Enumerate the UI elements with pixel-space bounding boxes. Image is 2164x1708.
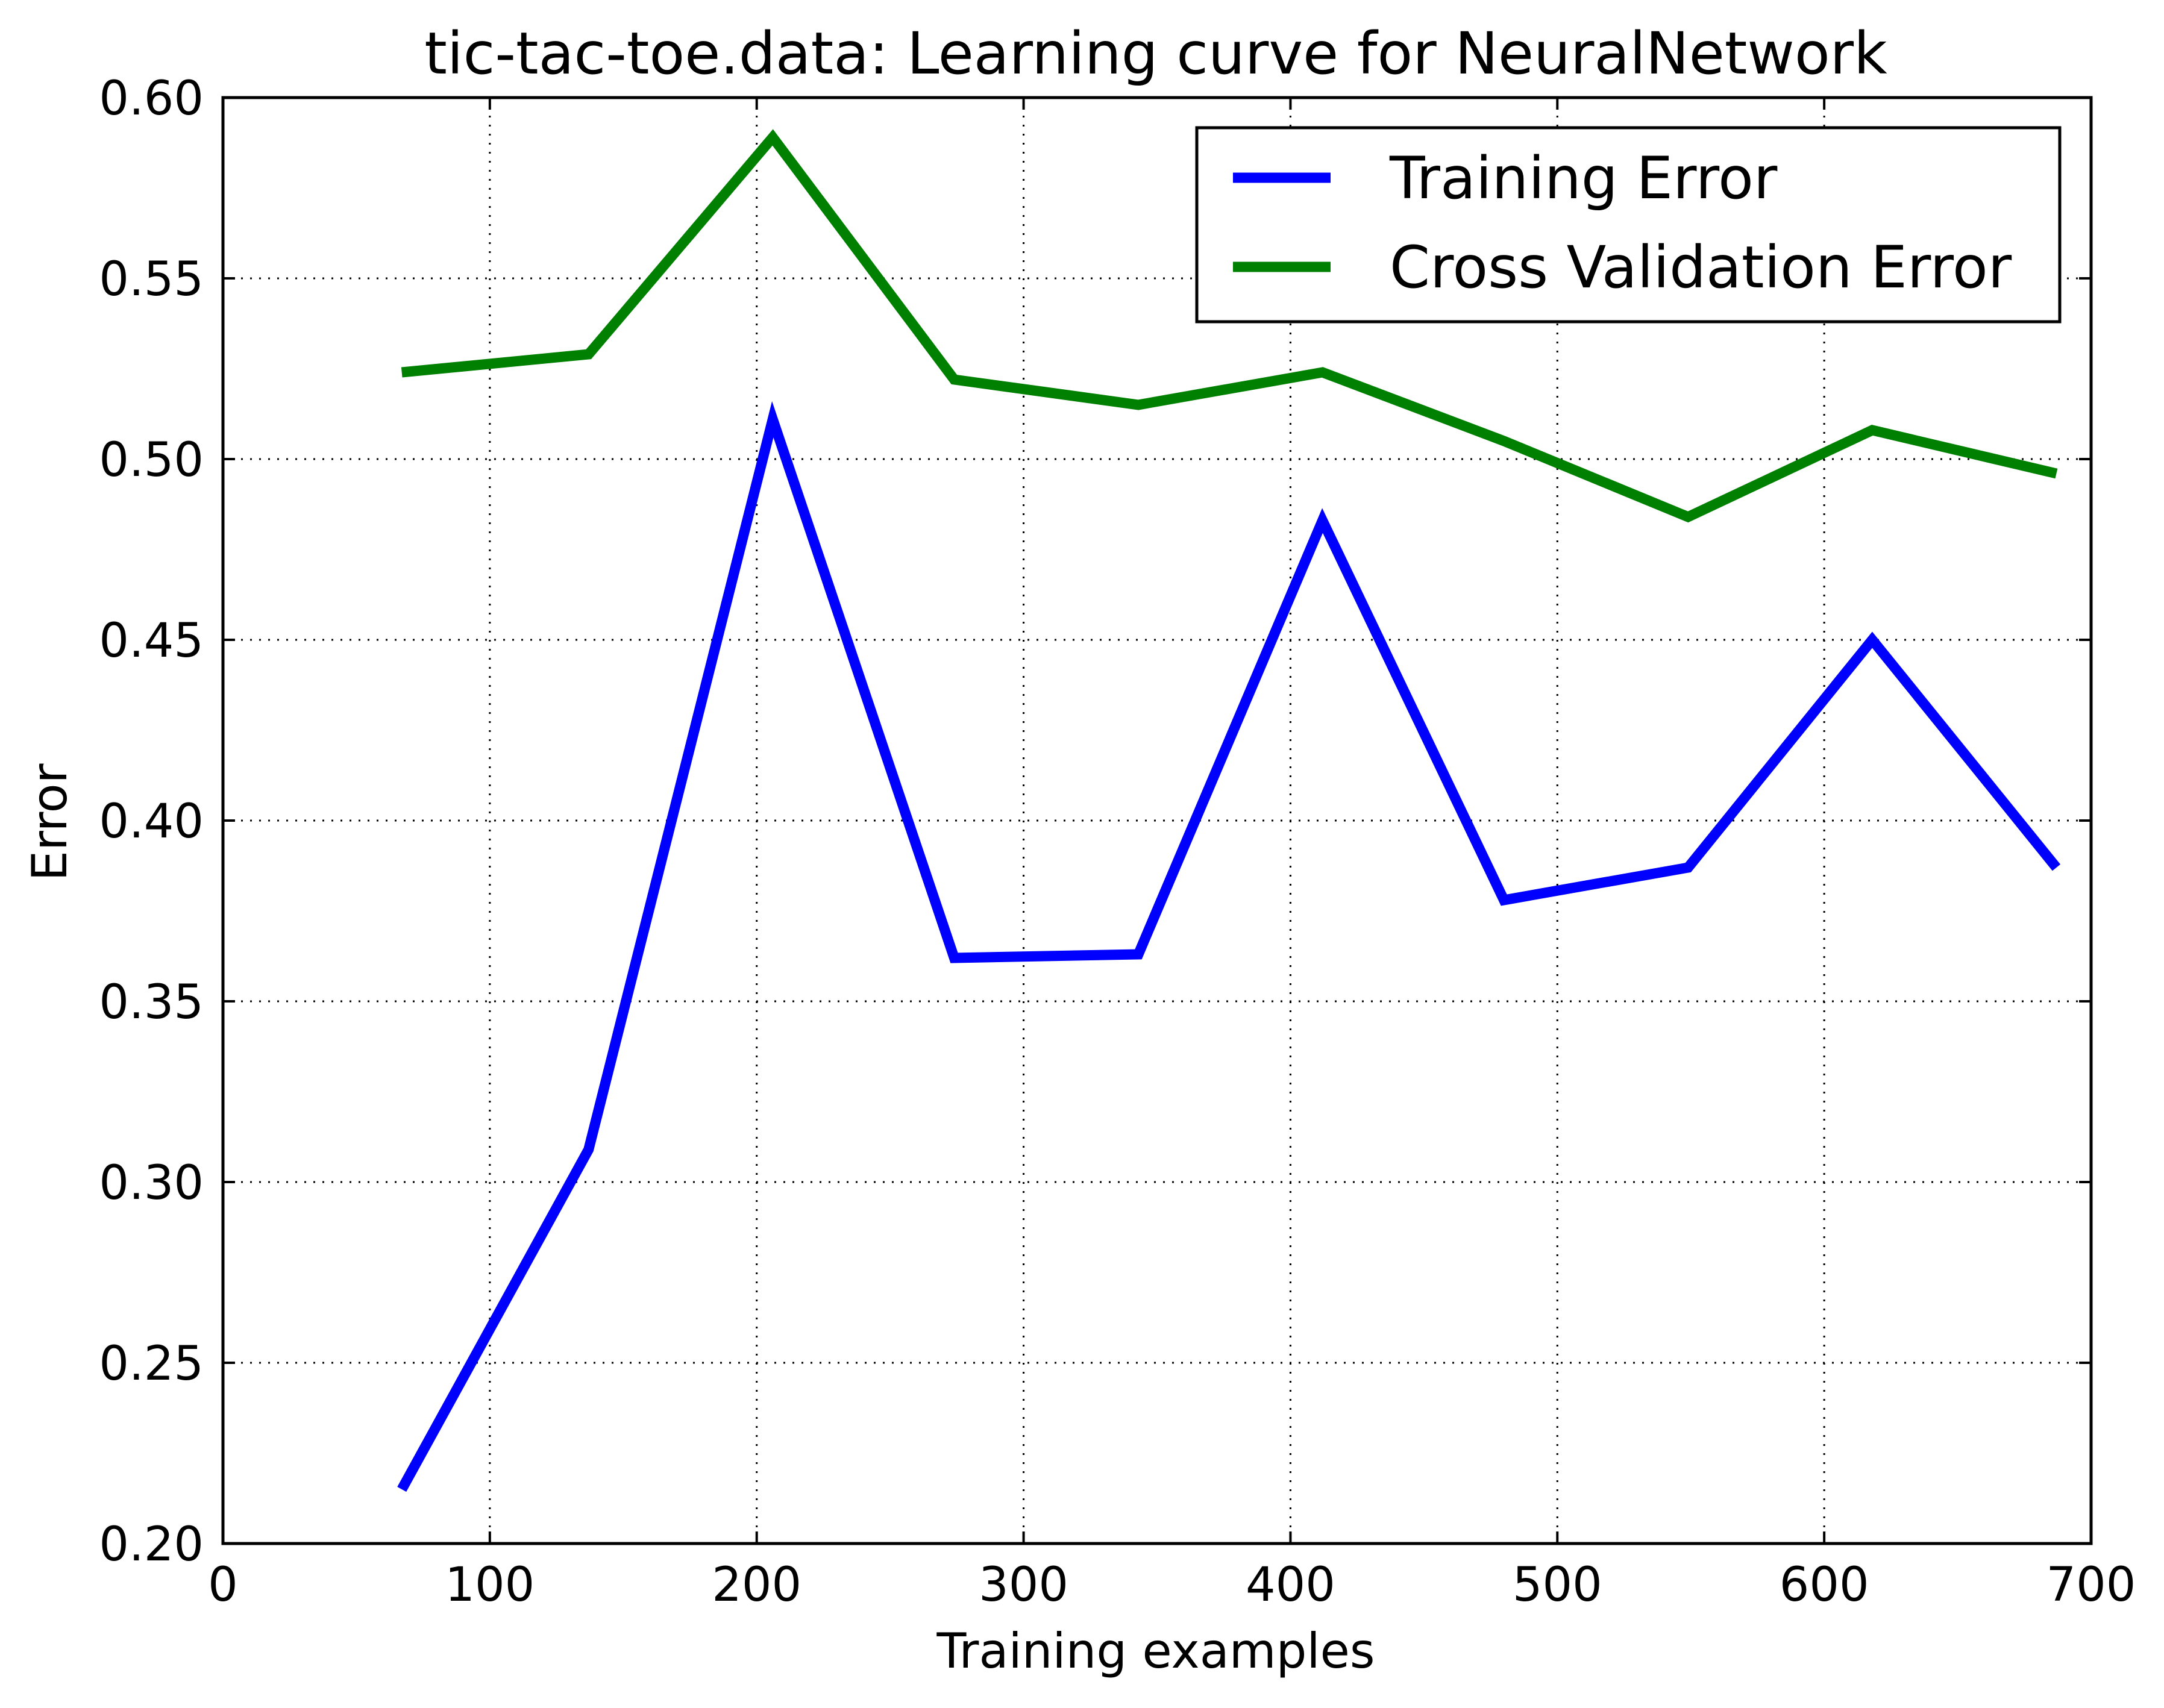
legend-label: Training Error [1389, 145, 1778, 212]
y-tick-label: 0.20 [99, 1518, 204, 1572]
legend-label: Cross Validation Error [1390, 234, 2012, 301]
axis-ticks [222, 96, 2092, 1545]
y-axis-label: Error [22, 763, 78, 881]
legend-box [1195, 126, 2062, 324]
x-tick-label: 700 [2046, 1558, 2136, 1612]
y-tick-label: 0.25 [99, 1337, 204, 1391]
y-tick-label: 0.35 [99, 975, 204, 1030]
y-tick-label: 0.30 [99, 1156, 204, 1210]
y-tick-labels: 0.20 0.25 0.30 0.35 0.40 0.45 0.50 0.55 0.60 [99, 72, 204, 1572]
x-tick-label: 0 [208, 1558, 238, 1612]
series-line-cross-validation-error [401, 129, 2058, 523]
legend: Training Error Cross Validation Error [1195, 126, 2062, 324]
y-tick-label: 0.50 [99, 433, 204, 487]
x-tick-label: 200 [712, 1558, 801, 1612]
x-tick-label: 100 [445, 1558, 535, 1612]
y-tick-label: 0.55 [99, 252, 204, 307]
x-tick-label: 500 [1513, 1558, 1602, 1612]
x-tick-label: 400 [1246, 1558, 1335, 1612]
x-tick-label: 300 [979, 1558, 1068, 1612]
x-tick-labels: 0 100 200 300 400 500 600 700 [208, 1558, 2136, 1612]
y-tick-label: 0.40 [99, 795, 204, 849]
x-tick-label: 600 [1780, 1558, 1869, 1612]
chart-title: tic-tac-toe.data: Learning curve for Neu… [424, 20, 1887, 87]
series-line-training-error [397, 401, 2061, 1492]
x-axis-label: Training examples [936, 1623, 1375, 1679]
y-tick-label: 0.45 [99, 614, 204, 668]
series-lines [397, 129, 2061, 1492]
y-tick-label: 0.60 [99, 72, 204, 126]
grid-lines [223, 98, 2091, 1544]
